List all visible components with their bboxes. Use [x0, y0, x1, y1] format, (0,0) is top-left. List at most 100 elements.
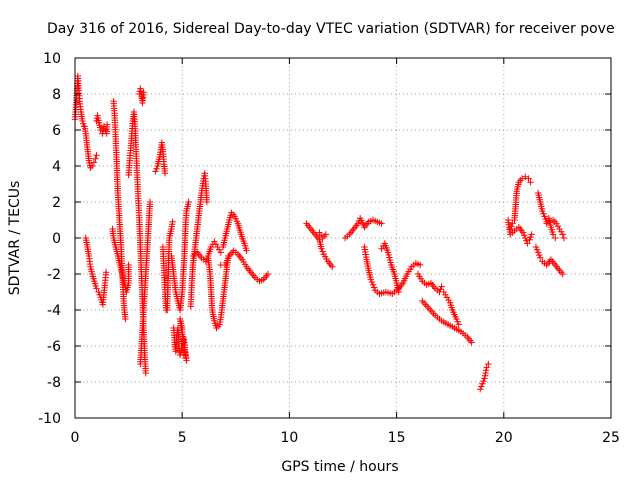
data-point [142, 369, 149, 377]
data-point [535, 251, 543, 259]
series-arc-2 [81, 123, 100, 171]
data-point [329, 263, 336, 270]
data-point [483, 364, 490, 371]
data-point [454, 318, 461, 325]
series-arc-32 [543, 216, 568, 242]
series-arc-30 [532, 243, 566, 278]
data-point [481, 375, 488, 382]
x-tick-label: 5 [178, 430, 187, 446]
x-tick-label: 15 [388, 430, 406, 446]
data-point [214, 243, 221, 251]
data-point [519, 229, 527, 236]
data-point [520, 232, 528, 239]
series-arc-19 [303, 220, 336, 270]
data-point [440, 288, 447, 296]
data-point [370, 284, 378, 291]
data-point [318, 245, 325, 252]
y-tick-label: 10 [43, 51, 61, 67]
series-arc-13 [168, 198, 192, 314]
data-point [368, 278, 376, 286]
data-point [532, 243, 540, 251]
y-tick-label: 4 [52, 159, 61, 175]
data-point [95, 288, 102, 296]
data-point [525, 175, 532, 182]
data-point [319, 248, 326, 255]
data-point [560, 234, 568, 242]
data-point [524, 240, 531, 247]
series-arc-8 [136, 85, 147, 107]
data-point [161, 170, 169, 177]
x-axis-label: GPS time / hours [281, 459, 398, 475]
data-point [554, 223, 562, 230]
data-point [79, 117, 86, 125]
y-axis-label: SDTVAR / TECUs [7, 181, 23, 296]
series-arc-23 [378, 240, 402, 296]
data-point [437, 286, 444, 293]
series-arc-24 [414, 270, 445, 296]
data-point [526, 236, 533, 243]
series-arc-25 [419, 297, 475, 346]
data-point [243, 247, 250, 254]
data-point [527, 179, 534, 186]
data-point [322, 231, 330, 238]
data-point [455, 321, 462, 328]
data-point [153, 165, 160, 172]
data-point [93, 285, 100, 292]
data-point [559, 231, 566, 238]
data-point [317, 232, 325, 239]
data-point [552, 234, 559, 242]
series-arc-26 [440, 288, 462, 328]
data-point [102, 269, 110, 276]
data-point [395, 288, 402, 296]
data-point [523, 237, 530, 244]
data-point [482, 369, 489, 377]
axis-ticks: 0 5 10 15 20 25 -10 -8 -6 -4 -2 0 2 4 6 8 10 [38, 51, 620, 446]
data-point [137, 360, 144, 368]
data-point [169, 218, 176, 225]
data-point [378, 220, 385, 227]
series-arc-27 [477, 360, 492, 393]
data-point [453, 315, 460, 323]
y-tick-label: -6 [47, 339, 61, 355]
series-arc-28 [507, 173, 534, 233]
data-point [122, 315, 129, 323]
data-point [481, 372, 489, 379]
data-point [559, 270, 566, 278]
series-arc-6 [109, 225, 132, 296]
data-point [367, 276, 375, 283]
y-tick-label: 2 [52, 195, 61, 211]
data-point [215, 246, 223, 253]
y-tick-label: -4 [47, 303, 61, 319]
data-point [212, 241, 220, 248]
data-point [90, 159, 98, 166]
data-point [509, 220, 516, 227]
data-point [540, 210, 547, 217]
data-point [522, 234, 529, 242]
series-arc-9 [137, 198, 154, 368]
data-point [137, 85, 144, 92]
data-point [125, 261, 132, 269]
data-point [416, 261, 424, 269]
series-arc-4 [82, 234, 110, 308]
data-point [485, 360, 492, 368]
series-arc-12 [170, 315, 190, 364]
data-point [103, 121, 111, 128]
y-tick-label: -2 [47, 267, 61, 283]
data-point [217, 249, 224, 256]
data-point [442, 291, 449, 298]
data-point [179, 324, 186, 332]
y-tick-label: 8 [52, 87, 61, 103]
data-point [482, 367, 490, 374]
data-point [537, 254, 544, 261]
x-tick-label: 20 [495, 430, 513, 446]
series-arc-20 [316, 229, 330, 242]
series-arc-10 [152, 139, 169, 177]
data-point [445, 296, 452, 304]
data-point [479, 380, 486, 387]
data-point [93, 152, 100, 159]
y-tick-label: -8 [47, 375, 61, 391]
data-point [557, 228, 565, 235]
data-point [539, 207, 546, 215]
series-arc-17 [219, 209, 250, 254]
